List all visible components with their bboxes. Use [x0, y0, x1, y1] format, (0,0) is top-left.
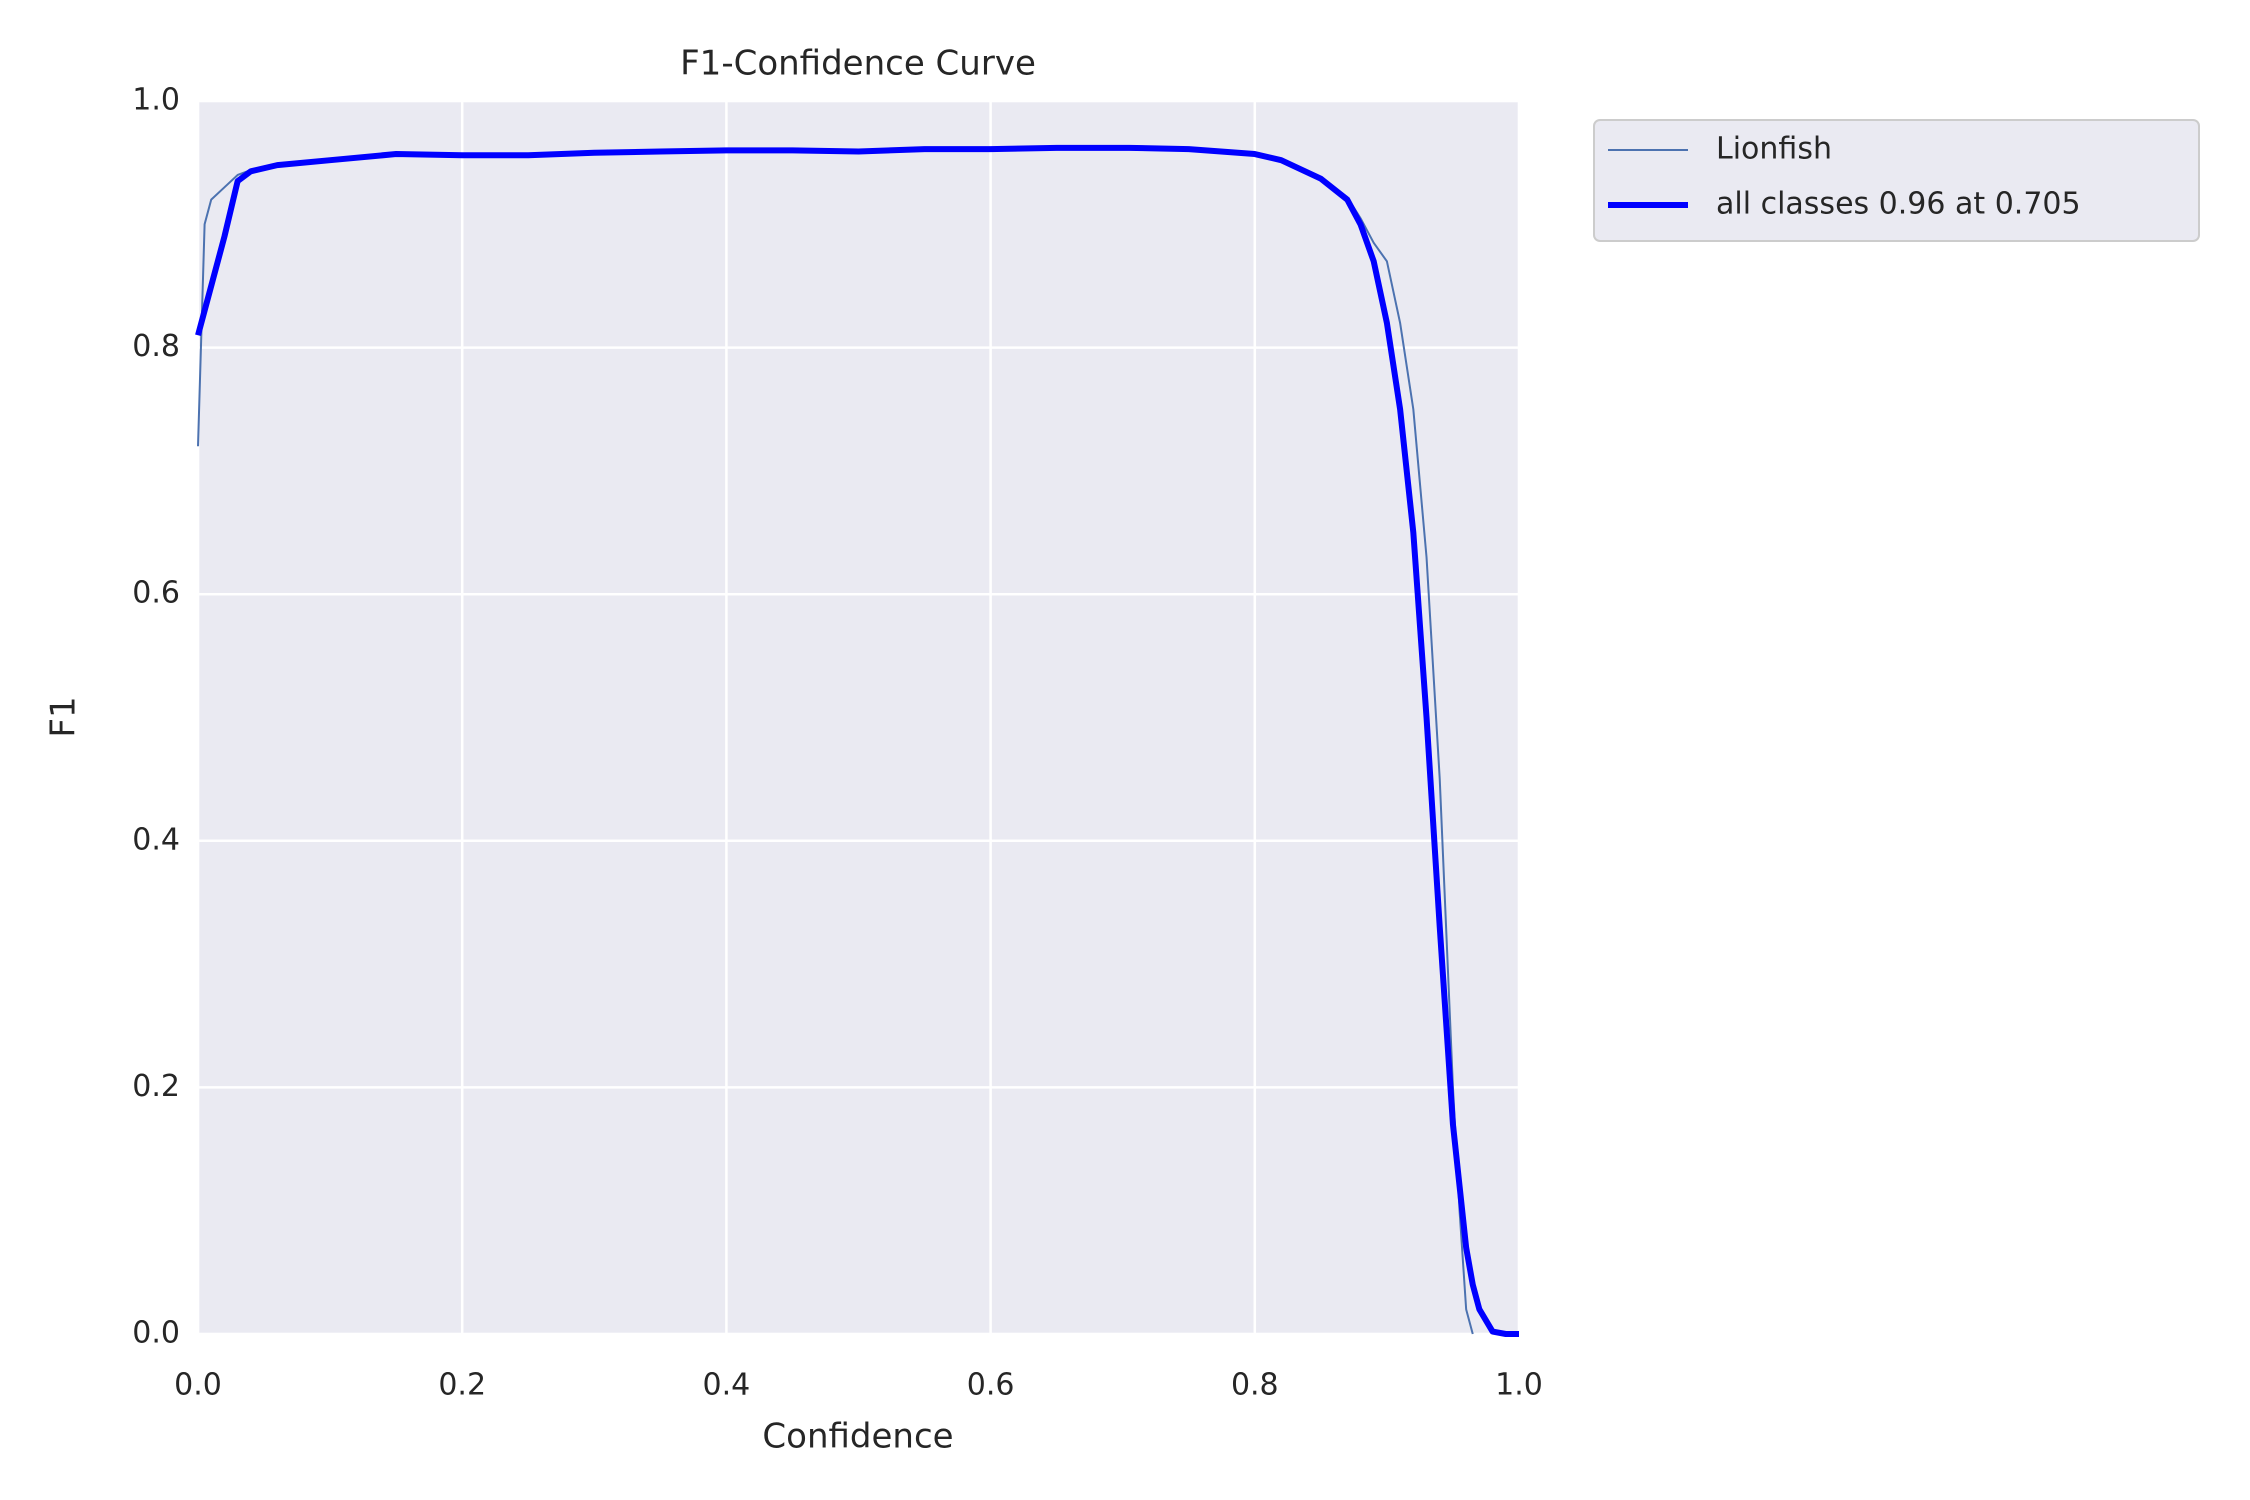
- x-tick-label: 0.6: [967, 1368, 1015, 1403]
- y-tick-label: 0.0: [132, 1316, 180, 1351]
- legend: [1593, 119, 2200, 242]
- x-tick-label: 0.8: [1231, 1368, 1279, 1403]
- x-tick-label: 0.0: [174, 1368, 222, 1403]
- plot-area: [198, 101, 1519, 1334]
- x-axis-label: Confidence: [762, 1417, 953, 1457]
- series-line: [195, 144, 1519, 1337]
- y-tick-label: 0.4: [132, 822, 180, 857]
- chart-title: F1-Confidence Curve: [680, 44, 1036, 84]
- y-tick-label: 0.6: [132, 576, 180, 611]
- y-axis-label: F1: [44, 696, 84, 737]
- legend-label: Lionfish: [1716, 132, 1832, 167]
- legend-label: all classes 0.96 at 0.705: [1716, 187, 2081, 222]
- x-tick-label: 1.0: [1495, 1368, 1543, 1403]
- y-tick-label: 0.8: [132, 329, 180, 364]
- x-tick-label: 0.4: [703, 1368, 751, 1403]
- y-tick-label: 1.0: [132, 83, 180, 118]
- y-tick-label: 0.2: [132, 1069, 180, 1104]
- x-tick-label: 0.2: [438, 1368, 486, 1403]
